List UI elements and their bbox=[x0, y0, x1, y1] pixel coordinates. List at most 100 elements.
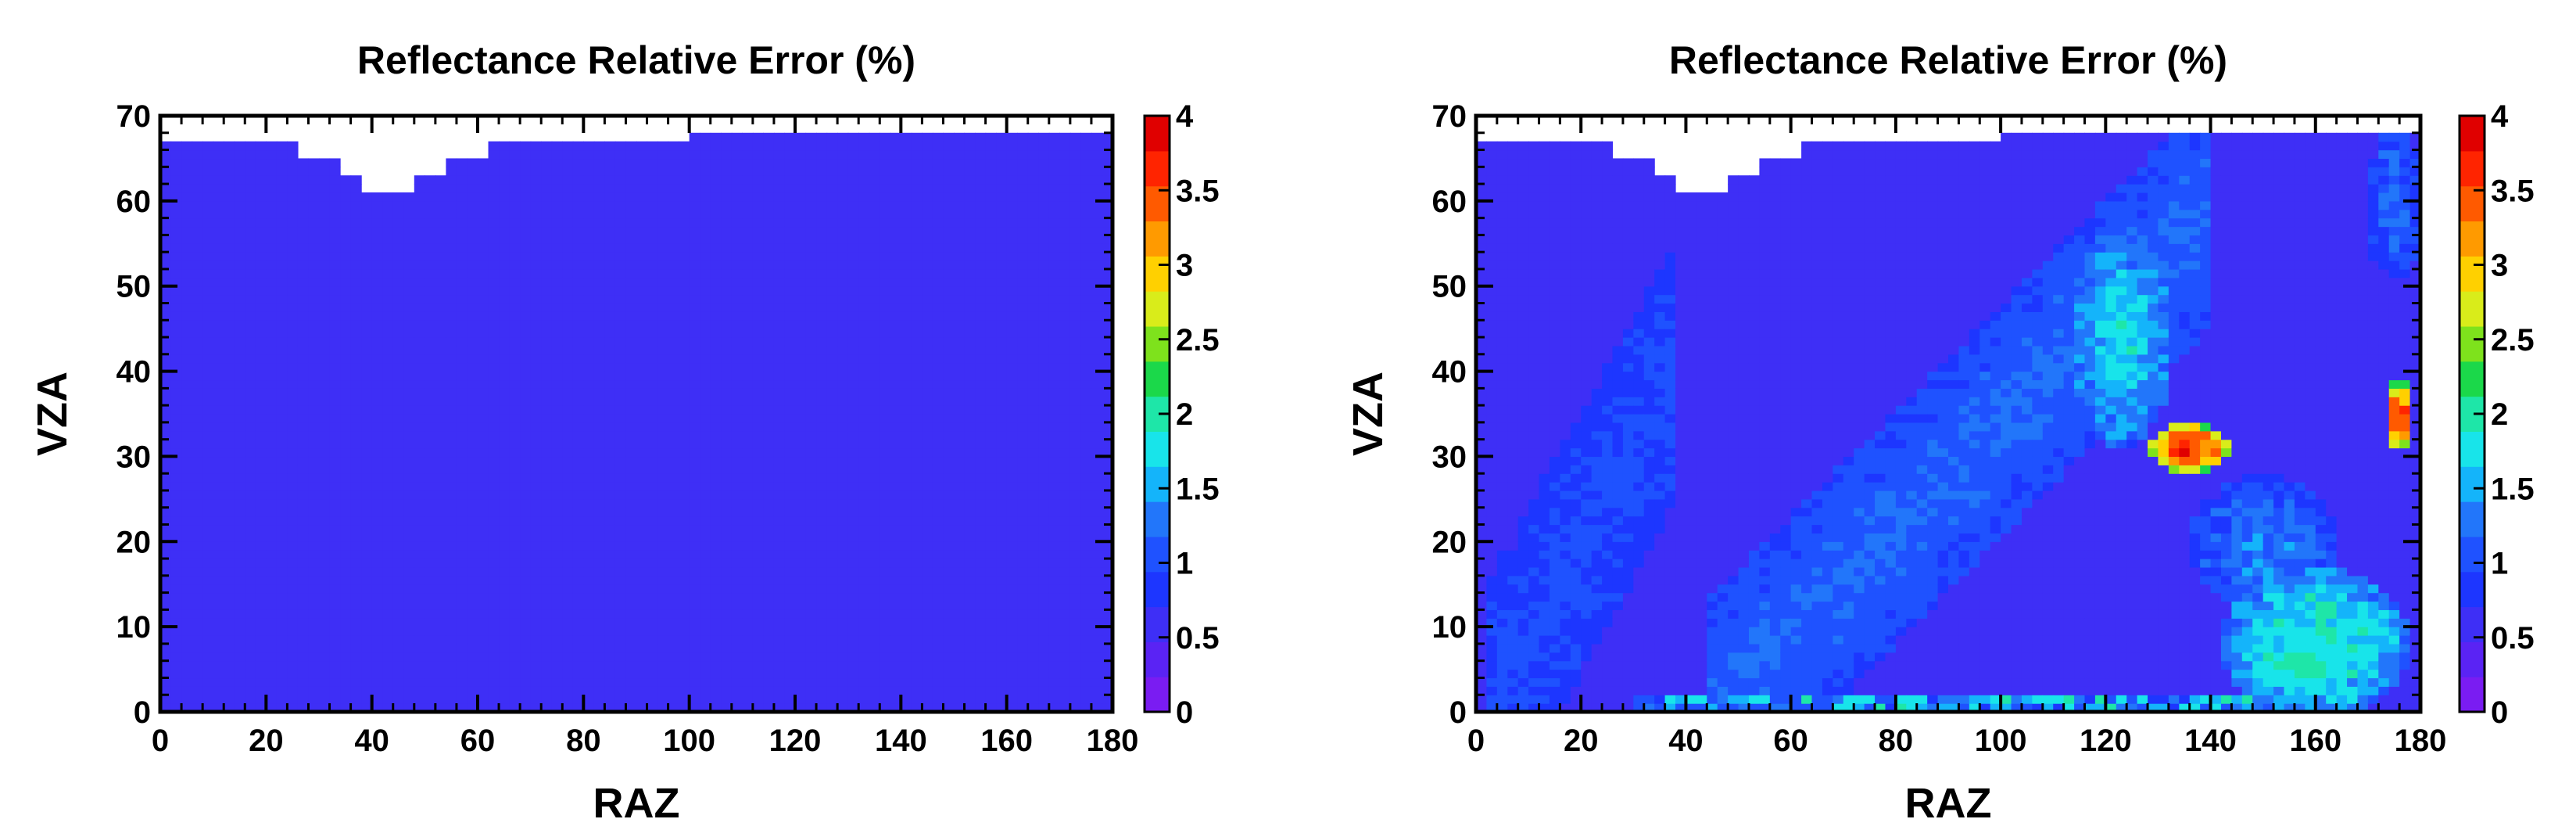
heatmap-cell bbox=[922, 235, 933, 244]
heatmap-cell bbox=[371, 566, 383, 577]
heatmap-cell bbox=[234, 592, 245, 602]
heatmap-cell bbox=[371, 533, 383, 542]
heatmap-cell bbox=[689, 209, 700, 219]
heatmap-cell bbox=[425, 294, 436, 304]
heatmap-cell bbox=[880, 430, 891, 440]
heatmap-cell bbox=[689, 268, 700, 278]
heatmap-cell bbox=[657, 167, 669, 176]
heatmap-cell bbox=[551, 686, 563, 695]
heatmap-cell bbox=[456, 482, 468, 491]
heatmap-cell bbox=[932, 311, 944, 321]
heatmap-cell bbox=[911, 286, 923, 296]
heatmap-cell bbox=[858, 286, 870, 296]
heatmap-cell bbox=[224, 703, 235, 713]
heatmap-cell bbox=[170, 311, 182, 321]
heatmap-cell bbox=[583, 430, 595, 440]
heatmap-cell bbox=[350, 652, 362, 662]
heatmap-cell bbox=[826, 260, 838, 270]
heatmap-cell bbox=[160, 414, 172, 423]
heatmap-cell bbox=[932, 226, 944, 235]
heatmap-cell bbox=[530, 388, 542, 397]
heatmap-cell bbox=[869, 473, 880, 483]
heatmap-cell bbox=[192, 575, 203, 585]
heatmap-cell bbox=[689, 482, 700, 491]
heatmap-cell bbox=[329, 354, 341, 364]
heatmap-cell bbox=[625, 405, 637, 415]
heatmap-cell bbox=[234, 627, 245, 636]
heatmap-cell bbox=[181, 200, 193, 210]
heatmap-cell bbox=[319, 498, 331, 508]
heatmap-cell bbox=[414, 209, 425, 219]
heatmap-cell bbox=[234, 141, 245, 151]
heatmap-cell bbox=[224, 559, 235, 568]
heatmap-cell bbox=[773, 371, 786, 381]
heatmap-cell bbox=[361, 260, 373, 270]
heatmap-cell bbox=[350, 490, 362, 500]
heatmap-cell bbox=[700, 669, 711, 679]
heatmap-cell bbox=[541, 209, 553, 219]
heatmap-cell bbox=[784, 371, 796, 381]
heatmap-cell bbox=[679, 559, 690, 568]
heatmap-cell bbox=[932, 243, 944, 253]
heatmap-cell bbox=[392, 515, 404, 526]
heatmap-cell bbox=[499, 388, 511, 397]
heatmap-cell bbox=[520, 677, 532, 687]
heatmap-cell bbox=[752, 618, 764, 627]
heatmap-cell bbox=[858, 566, 870, 577]
heatmap-cell bbox=[371, 405, 383, 415]
heatmap-cell bbox=[488, 141, 500, 151]
heatmap-cell bbox=[625, 686, 637, 695]
heatmap-cell bbox=[647, 627, 658, 636]
heatmap-cell bbox=[625, 422, 637, 432]
heatmap-cell bbox=[763, 379, 775, 389]
heatmap-cell bbox=[234, 524, 245, 533]
heatmap-cell bbox=[847, 243, 859, 253]
heatmap-cell bbox=[869, 465, 880, 474]
heatmap-cell bbox=[392, 337, 404, 347]
heatmap-cell bbox=[604, 397, 616, 406]
heatmap-cell bbox=[192, 149, 203, 160]
heatmap-cell bbox=[255, 524, 267, 533]
heatmap-cells bbox=[160, 132, 1113, 713]
heatmap-cell bbox=[731, 559, 743, 568]
heatmap-cell bbox=[446, 192, 457, 202]
heatmap-cell bbox=[425, 533, 436, 542]
heatmap-cell bbox=[467, 397, 478, 406]
heatmap-cell bbox=[604, 592, 616, 602]
heatmap-cell bbox=[826, 652, 838, 662]
heatmap-cell bbox=[446, 592, 457, 602]
heatmap-cell bbox=[647, 592, 658, 602]
heatmap-cell bbox=[392, 362, 404, 372]
heatmap-cell bbox=[414, 575, 425, 585]
heatmap-cell bbox=[943, 200, 955, 210]
heatmap-cell bbox=[287, 311, 299, 321]
heatmap-cell bbox=[287, 243, 299, 253]
heatmap-cell bbox=[805, 354, 817, 364]
heatmap-cell bbox=[614, 175, 627, 185]
heatmap-cell bbox=[350, 430, 362, 440]
heatmap-cell bbox=[392, 660, 404, 670]
heatmap-cell bbox=[160, 405, 172, 415]
heatmap-cell bbox=[541, 260, 553, 270]
heatmap-cell bbox=[392, 260, 404, 270]
heatmap-cell bbox=[901, 456, 912, 465]
heatmap-cell bbox=[403, 465, 415, 474]
heatmap-cell bbox=[478, 609, 489, 619]
heatmap-cell bbox=[614, 550, 627, 559]
heatmap-cell bbox=[551, 243, 563, 253]
heatmap-cell bbox=[266, 695, 278, 704]
heatmap-cell bbox=[425, 669, 436, 679]
heatmap-cell bbox=[509, 362, 521, 372]
heatmap-cell bbox=[213, 141, 224, 151]
heatmap-cell bbox=[340, 200, 352, 210]
heatmap-cell bbox=[297, 430, 310, 440]
heatmap-cell bbox=[700, 235, 711, 244]
heatmap-cell bbox=[721, 379, 733, 389]
heatmap-cell bbox=[350, 601, 362, 610]
heatmap-cell bbox=[858, 660, 870, 670]
heatmap-cell bbox=[880, 584, 891, 594]
heatmap-cell bbox=[530, 456, 542, 465]
heatmap-cell bbox=[689, 490, 700, 500]
heatmap-cell bbox=[181, 498, 193, 508]
heatmap-cell bbox=[837, 482, 849, 491]
